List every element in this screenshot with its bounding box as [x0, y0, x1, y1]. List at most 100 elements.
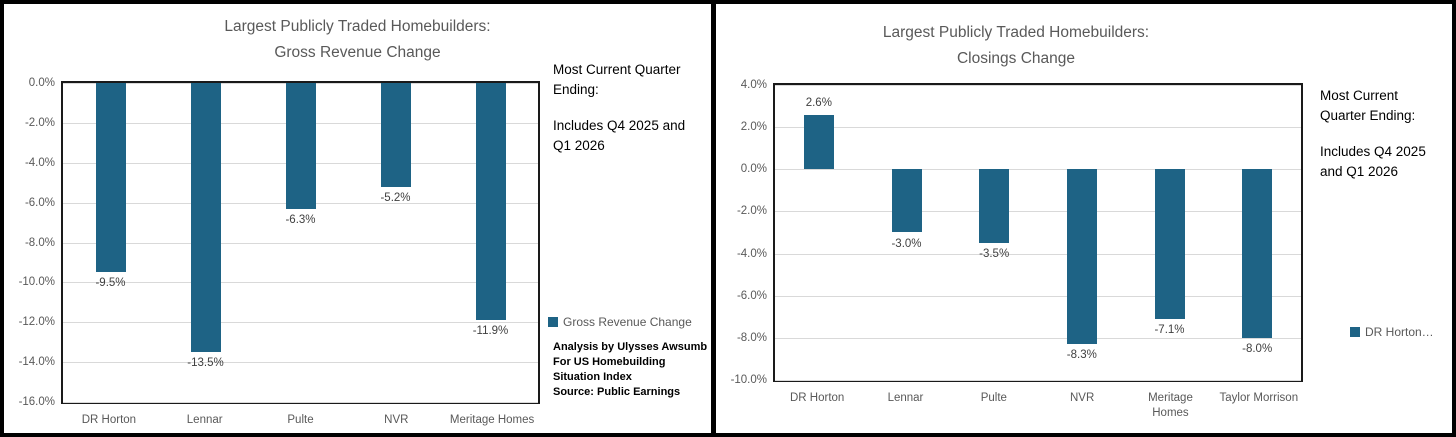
legend: Gross Revenue Change	[548, 315, 692, 329]
bar-data-label: -11.9%	[472, 325, 509, 338]
bar	[95, 83, 126, 273]
quarter-note: Most Current Quarter Ending: Includes Q4…	[553, 60, 705, 156]
gridline	[775, 127, 1301, 129]
gridline	[775, 295, 1301, 297]
chart-title: Largest Publicly Traded Homebuilders: Gr…	[4, 14, 711, 66]
quarter-note-heading: Most Current Quarter Ending:	[1320, 88, 1416, 123]
x-axis-category-label: Pulte	[980, 392, 1007, 404]
bar-data-label: -8.3%	[1066, 349, 1097, 362]
bar	[285, 83, 316, 209]
bar	[891, 169, 922, 233]
bar-data-label: 2.6%	[805, 96, 832, 109]
y-axis-tick-label: 0.0%	[28, 77, 55, 89]
bar	[190, 83, 221, 353]
y-axis-tick-label: -10.0%	[730, 374, 767, 386]
bar	[1242, 169, 1273, 338]
plot-area: 2.6% -3.0% -3.5% -8.3% -7.1% -8.0%	[773, 83, 1303, 382]
y-axis-tick-label: -6.0%	[736, 289, 767, 302]
bar	[1154, 169, 1185, 319]
bar-data-label: -5.2%	[380, 191, 411, 204]
bar-data-label: -13.5%	[187, 357, 224, 370]
bar-data-label: -6.3%	[285, 213, 316, 226]
axis-plot-row: 0.0% -2.0% -4.0% -6.0% -8.0% -10.0% -12.0% -14.…	[9, 77, 540, 408]
x-axis-category-label: DR Horton	[790, 392, 845, 404]
axis-plot-row: 4.0% 2.0% 0.0% -2.0% -4.0% -6.0% -8.0% -10.0% 2…	[721, 79, 1303, 386]
gridline	[63, 282, 538, 284]
y-axis-tick-label: -4.0%	[24, 156, 55, 169]
attribution-note: Analysis by Ulysses Awsumb For US Homebu…	[553, 340, 707, 400]
quarter-note-heading: Most Current Quarter Ending:	[553, 62, 681, 97]
y-axis-tick-label: -2.0%	[736, 205, 767, 218]
gridline	[775, 211, 1301, 213]
x-axis-category-label: Taylor Morrison	[1219, 392, 1299, 404]
legend-label: Gross Revenue Change	[563, 315, 692, 329]
bar-data-label: -3.5%	[979, 248, 1010, 261]
y-axis: 4.0% 2.0% 0.0% -2.0% -4.0% -6.0% -8.0% -10.0%	[721, 79, 773, 386]
chart-body: 4.0% 2.0% 0.0% -2.0% -4.0% -6.0% -8.0% -10.0% 2…	[716, 79, 1452, 421]
y-axis-tick-label: 0.0%	[740, 163, 767, 176]
y-axis-tick-label: -8.0%	[24, 236, 55, 249]
quarter-note: Most Current Quarter Ending: Includes Q4…	[1320, 86, 1436, 182]
chart-title-line1: Largest Publicly Traded Homebuilders:	[224, 18, 491, 35]
bar	[1066, 169, 1097, 345]
gridline	[63, 362, 538, 364]
y-axis-tick-label: 2.0%	[740, 121, 767, 134]
quarter-note-detail: Includes Q4 2025 and Q1 2026	[553, 118, 686, 153]
attribution-line: Situation Index	[553, 371, 632, 383]
x-axis-category-label: Meritage Homes	[1148, 392, 1193, 419]
attribution-line: Source: Public Earnings	[553, 386, 681, 398]
quarter-note-detail: Includes Q4 2025 and Q1 2026	[1320, 144, 1426, 179]
chart-title: Largest Publicly Traded Homebuilders: Cl…	[716, 20, 1316, 72]
bar-data-label: -9.5%	[95, 277, 126, 290]
legend-label: DR Horton…	[1365, 325, 1434, 339]
bar	[979, 169, 1010, 244]
y-axis-tick-label: -16.0%	[18, 396, 55, 408]
x-axis-category-label: Pulte	[287, 414, 314, 426]
gridline	[775, 380, 1301, 381]
x-axis: DR Horton Lennar Pulte NVR Meritage Homes Tayl…	[773, 391, 1303, 421]
closings-chart: 4.0% 2.0% 0.0% -2.0% -4.0% -6.0% -8.0% -10.0% 2…	[721, 79, 1303, 421]
x-axis-category-label: Meritage Homes	[449, 414, 535, 426]
chart-body: 0.0% -2.0% -4.0% -6.0% -8.0% -10.0% -12.0% -14.…	[4, 77, 711, 428]
plot-area: -9.5% -13.5% -6.3% -5.2% -11.9%	[61, 81, 540, 404]
bar-data-label: -3.0%	[891, 237, 922, 250]
chart-title-line2: Gross Revenue Change	[274, 44, 441, 61]
x-axis: DR Horton Lennar Pulte NVR Meritage Homes	[61, 413, 540, 428]
y-axis-tick-label: -4.0%	[736, 247, 767, 260]
bar-data-label: -8.0%	[1242, 342, 1273, 355]
y-axis-tick-label: -12.0%	[18, 316, 55, 329]
gridline	[63, 242, 538, 244]
gridline	[775, 253, 1301, 255]
gridline	[63, 402, 538, 403]
bar-data-label: -7.1%	[1154, 323, 1185, 336]
gridline	[775, 169, 1301, 171]
bar	[475, 83, 506, 321]
y-axis-tick-label: -14.0%	[18, 356, 55, 369]
y-axis-tick-label: -6.0%	[24, 196, 55, 209]
legend: DR Horton…	[1350, 325, 1434, 339]
x-axis-category-label: NVR	[1070, 392, 1095, 404]
y-axis-tick-label: 4.0%	[740, 79, 767, 91]
y-axis-tick-label: -8.0%	[736, 331, 767, 344]
legend-swatch-icon	[548, 317, 558, 327]
x-axis-category-label: NVR	[384, 414, 409, 426]
legend-swatch-icon	[1350, 327, 1360, 337]
closings-panel: Largest Publicly Traded Homebuilders: Cl…	[716, 4, 1452, 433]
gross-revenue-panel: Largest Publicly Traded Homebuilders: Gr…	[4, 4, 716, 433]
gross-revenue-chart: 0.0% -2.0% -4.0% -6.0% -8.0% -10.0% -12.0% -14.…	[9, 77, 540, 428]
x-axis-category-label: Lennar	[887, 392, 924, 404]
gridline	[775, 85, 1301, 86]
attribution-line: Analysis by Ulysses Awsumb	[553, 341, 708, 353]
gridline	[63, 322, 538, 324]
chart-title-line2: Closings Change	[956, 50, 1076, 67]
bar	[803, 114, 834, 170]
x-axis-category-label: DR Horton	[81, 414, 137, 426]
gridline	[775, 337, 1301, 339]
x-axis-category-label: Lennar	[186, 414, 223, 426]
y-axis-tick-label: -10.0%	[18, 276, 55, 289]
y-axis: 0.0% -2.0% -4.0% -6.0% -8.0% -10.0% -12.0% -14.…	[9, 77, 61, 408]
bar	[380, 83, 411, 187]
y-axis-tick-label: -2.0%	[24, 116, 55, 129]
attribution-line: For US Homebuilding	[553, 356, 666, 368]
